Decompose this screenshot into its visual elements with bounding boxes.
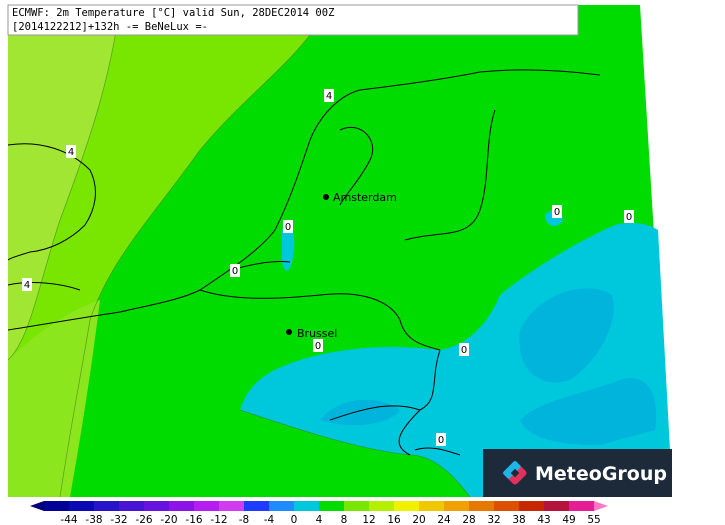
colorbar-label: 28	[462, 514, 475, 525]
contour-label: 0	[232, 266, 238, 277]
colorbar-label: 43	[537, 514, 550, 525]
colorbar-swatch	[119, 501, 145, 511]
warm-region-2	[8, 300, 100, 497]
colorbar-swatch	[94, 501, 120, 511]
coastline	[199, 69, 601, 291]
colorbar-swatch	[394, 501, 420, 511]
colorbar-label: 12	[362, 514, 375, 525]
colorbar-label: -32	[110, 514, 127, 525]
coastline	[7, 143, 96, 261]
coastline	[7, 282, 121, 331]
border	[119, 289, 441, 456]
logo-text: MeteoGroup	[535, 463, 667, 485]
contour-label-box	[436, 433, 446, 446]
contour-label: 0	[285, 222, 291, 233]
contour-labels: 4 4 4 0 0 0 0 0 0 0	[22, 89, 634, 446]
colorbar-swatch	[419, 501, 445, 511]
colorbar-label: 20	[412, 514, 425, 525]
colorbar-label: -26	[135, 514, 152, 525]
contour-label: 0	[626, 212, 632, 223]
warmest-region	[8, 5, 120, 360]
contour-label-box	[324, 89, 334, 102]
colorbar-swatch	[344, 501, 370, 511]
colorbar-swatch	[194, 501, 220, 511]
colorbar-swatch	[144, 501, 170, 511]
colorbar-label: -12	[210, 514, 227, 525]
contour-label-box	[624, 210, 634, 223]
contour-label-box	[313, 339, 323, 352]
colorbar-swatch	[269, 501, 295, 511]
colorbar-label: 32	[487, 514, 500, 525]
contour-label-box	[22, 278, 32, 291]
colorbar-label: 16	[387, 514, 401, 525]
colorbar-swatch	[569, 501, 595, 511]
colorbar-swatch	[69, 501, 95, 511]
colorbar-swatch	[544, 501, 570, 511]
colorbar-label: -4	[264, 514, 275, 525]
colorbar-label: -44	[60, 514, 77, 525]
colorbar-swatch	[244, 501, 270, 511]
contour-label: 4	[326, 91, 332, 102]
colorbar-label: 55	[587, 514, 600, 525]
contour-label-box	[230, 264, 240, 277]
colorbar-label: -8	[239, 514, 249, 525]
colorbar-swatch	[494, 501, 520, 511]
city-marker	[286, 329, 292, 335]
contour-label: 0	[461, 345, 467, 356]
colorbar-label: 24	[437, 514, 451, 525]
colorbar-label: -16	[185, 514, 202, 525]
city-marker	[323, 194, 329, 200]
header-box	[7, 4, 579, 36]
contour-line	[59, 4, 331, 498]
city-label: Brussel	[297, 327, 337, 340]
colorbar-label: -20	[160, 514, 177, 525]
contour-label: 4	[68, 147, 74, 158]
contour-label-box	[66, 145, 76, 158]
colder-region	[320, 399, 400, 426]
colorbar-label: 49	[562, 514, 575, 525]
colorbar-label: 4	[316, 514, 323, 525]
colorbar-label: 38	[512, 514, 525, 525]
colorbar-swatch	[294, 501, 320, 511]
colorbar-label: 8	[341, 514, 348, 525]
city-label: Amsterdam	[333, 191, 397, 204]
border	[199, 109, 496, 351]
colorbar-swatch	[444, 501, 470, 511]
colorbar-arrow	[30, 501, 44, 511]
colorbar-swatch	[469, 501, 495, 511]
colorbar-swatch	[169, 501, 195, 511]
contour-label-box	[283, 220, 293, 233]
contour-line	[7, 4, 121, 361]
contour-label: 4	[24, 280, 30, 291]
contour-label-box	[552, 205, 562, 218]
colorbar-label: 0	[291, 514, 298, 525]
colder-region	[519, 288, 614, 383]
colorbar-label: -38	[85, 514, 102, 525]
contour-line	[239, 409, 471, 498]
contour-label: 0	[438, 435, 444, 446]
contour-label: 0	[315, 341, 321, 352]
colder-region	[520, 378, 657, 445]
colorbar: -44 -38 -32 -26 -20 -16 -12 -8 -4 0 4 8 12 16 20 24 28 32…	[30, 501, 608, 525]
border	[414, 447, 461, 456]
colorbar-arrow	[594, 501, 608, 511]
contour-label: 0	[554, 207, 560, 218]
cold-patch	[282, 226, 295, 271]
logo-icon	[503, 461, 527, 485]
colorbar-swatch	[44, 501, 70, 511]
header-subtitle: [2014122212]+132h -= BeNeLux =-	[12, 21, 208, 33]
contour-label-box	[459, 343, 469, 356]
colorbar-swatch	[319, 501, 345, 511]
header-title: ECMWF: 2m Temperature [°C] valid Sun, 28…	[12, 7, 334, 19]
colorbar-swatch	[519, 501, 545, 511]
colorbar-swatch	[219, 501, 245, 511]
colorbar-swatch	[369, 501, 395, 511]
